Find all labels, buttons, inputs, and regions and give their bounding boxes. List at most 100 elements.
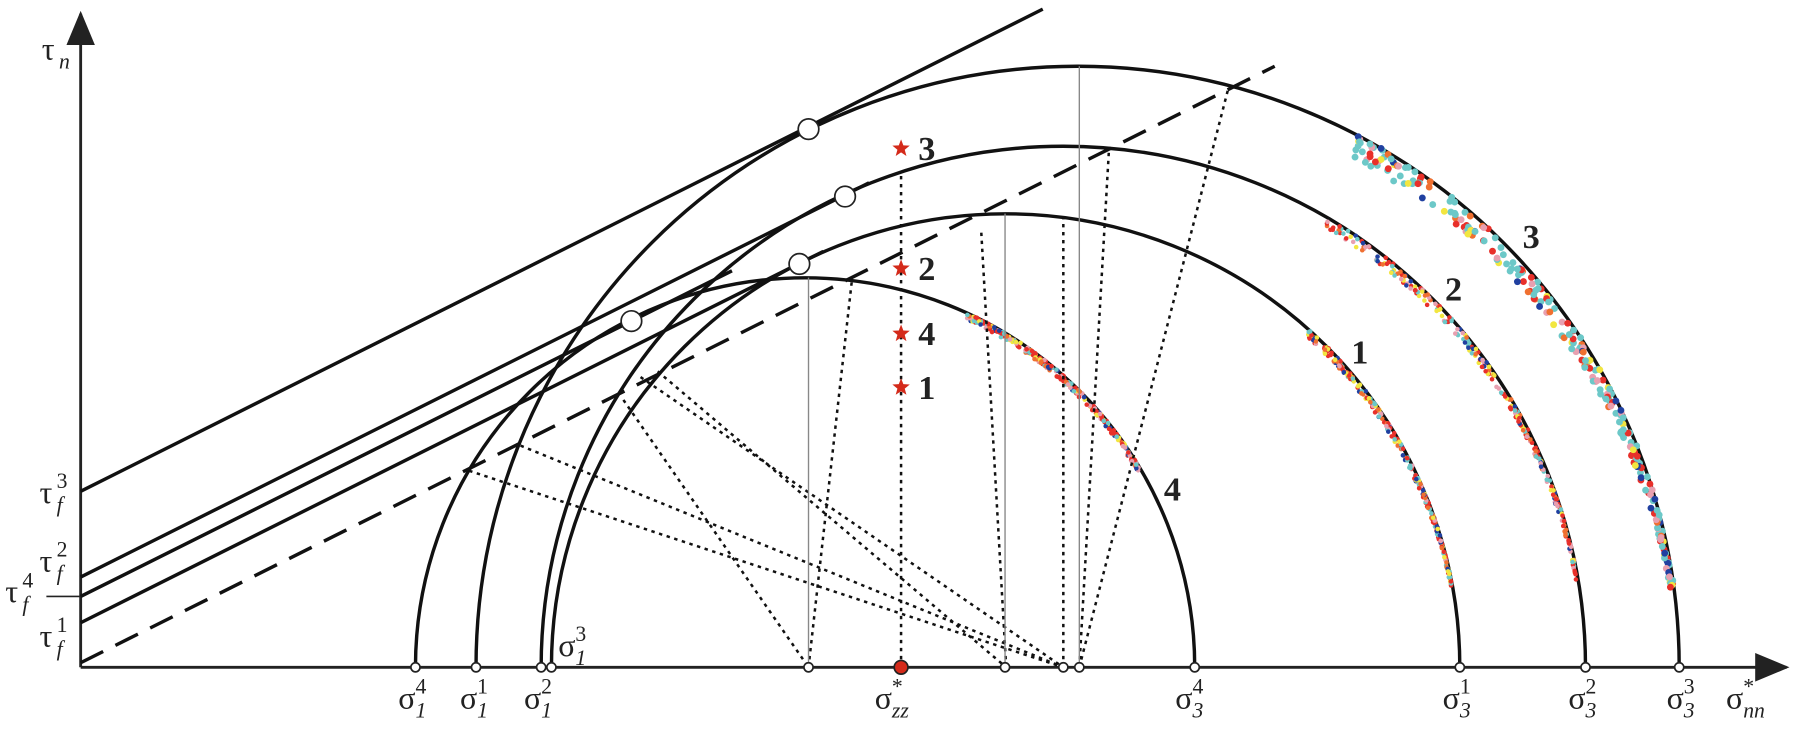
- star: [892, 324, 910, 342]
- dot: [1425, 505, 1431, 511]
- dot: [1402, 273, 1408, 279]
- dot: [1376, 407, 1381, 412]
- dotted-lines: [468, 85, 1231, 669]
- dot: [1366, 153, 1374, 161]
- dot: [1617, 406, 1625, 414]
- dot: [1582, 357, 1589, 365]
- star: [892, 259, 910, 276]
- dot: [1508, 397, 1514, 402]
- dot: [1560, 523, 1566, 529]
- dot: [1560, 513, 1565, 518]
- dot: [1007, 336, 1013, 342]
- dot: [1351, 153, 1359, 161]
- verticals: [807, 66, 1081, 668]
- dot: [1372, 401, 1378, 407]
- symbol: τ: [40, 618, 53, 654]
- dot: [1353, 244, 1359, 250]
- subscript: 1: [575, 646, 586, 670]
- dot: [1566, 541, 1572, 546]
- dot: [1461, 208, 1469, 216]
- dot: [1332, 357, 1338, 362]
- dot: [1328, 352, 1333, 358]
- dot: [1417, 173, 1425, 181]
- x-tick-label: σ *zz: [875, 675, 910, 723]
- dot: [1347, 373, 1352, 378]
- dot: [1550, 321, 1558, 329]
- dot: [1545, 298, 1553, 306]
- dot: [1577, 334, 1585, 342]
- dot: [1097, 411, 1103, 417]
- subscript: 3: [1585, 699, 1597, 723]
- dot: [1534, 278, 1542, 286]
- dot: [1473, 346, 1479, 352]
- dot: [1390, 263, 1395, 269]
- dot: [1497, 244, 1505, 252]
- dot: [1307, 336, 1312, 341]
- dot: [1084, 402, 1090, 407]
- dot: [1442, 319, 1448, 325]
- dot: [1400, 453, 1406, 458]
- dot: [1134, 465, 1139, 471]
- circle-2: [539, 144, 1588, 668]
- dot: [1360, 240, 1366, 246]
- dot: [1101, 418, 1107, 424]
- dot: [1366, 396, 1372, 401]
- dot: [1503, 260, 1510, 268]
- dot: [1133, 462, 1139, 467]
- star-label: 1: [918, 369, 935, 407]
- dot: [1516, 419, 1521, 424]
- dot: [1620, 434, 1627, 441]
- dot: [1499, 251, 1507, 259]
- dot: [1054, 374, 1060, 379]
- subscript: 1: [477, 699, 488, 723]
- symbol: σ: [398, 679, 415, 715]
- subscript: zz: [891, 699, 909, 723]
- dot: [1565, 331, 1573, 338]
- dot: [1402, 164, 1409, 172]
- circle-label: 4: [1164, 470, 1181, 508]
- dot: [973, 315, 978, 320]
- envelope: [79, 181, 870, 579]
- dot: [1045, 364, 1051, 370]
- dot: [1655, 511, 1663, 519]
- dot: [1553, 496, 1559, 502]
- subscript: f: [57, 637, 66, 661]
- dot: [1647, 504, 1655, 512]
- dot: [1512, 404, 1518, 409]
- dot: [1568, 345, 1576, 353]
- dot: [1422, 298, 1427, 303]
- dot: [1581, 364, 1589, 371]
- markers: [410, 117, 1685, 676]
- star-label: 2: [918, 250, 935, 288]
- dot: [1404, 455, 1410, 461]
- dot: [1452, 220, 1460, 228]
- dot: [1377, 145, 1385, 152]
- circle-label: 2: [1445, 271, 1462, 309]
- dot: [1309, 332, 1314, 338]
- x-tick-label: σ 23: [1568, 675, 1596, 723]
- dot: [1384, 423, 1389, 429]
- dot: [1515, 271, 1522, 279]
- stars: [892, 139, 910, 395]
- dot: [1558, 507, 1564, 512]
- dot: [1445, 569, 1451, 574]
- dot: [1416, 485, 1422, 491]
- dot: [1513, 265, 1521, 273]
- dot: [1530, 291, 1538, 299]
- dot: [1527, 274, 1535, 281]
- superscript: 2: [57, 537, 68, 561]
- dot: [1570, 326, 1578, 334]
- dot: [1439, 545, 1445, 551]
- dot: [1366, 244, 1372, 249]
- dot: [1512, 408, 1518, 413]
- dot: [1387, 155, 1395, 163]
- dot: [1570, 559, 1575, 565]
- dot: [1371, 158, 1379, 166]
- dot: [1643, 473, 1651, 481]
- dot: [1664, 559, 1672, 567]
- dot: [1341, 231, 1346, 236]
- dot: [1350, 239, 1356, 245]
- dot: [1651, 495, 1659, 503]
- symbol: τ: [40, 542, 53, 578]
